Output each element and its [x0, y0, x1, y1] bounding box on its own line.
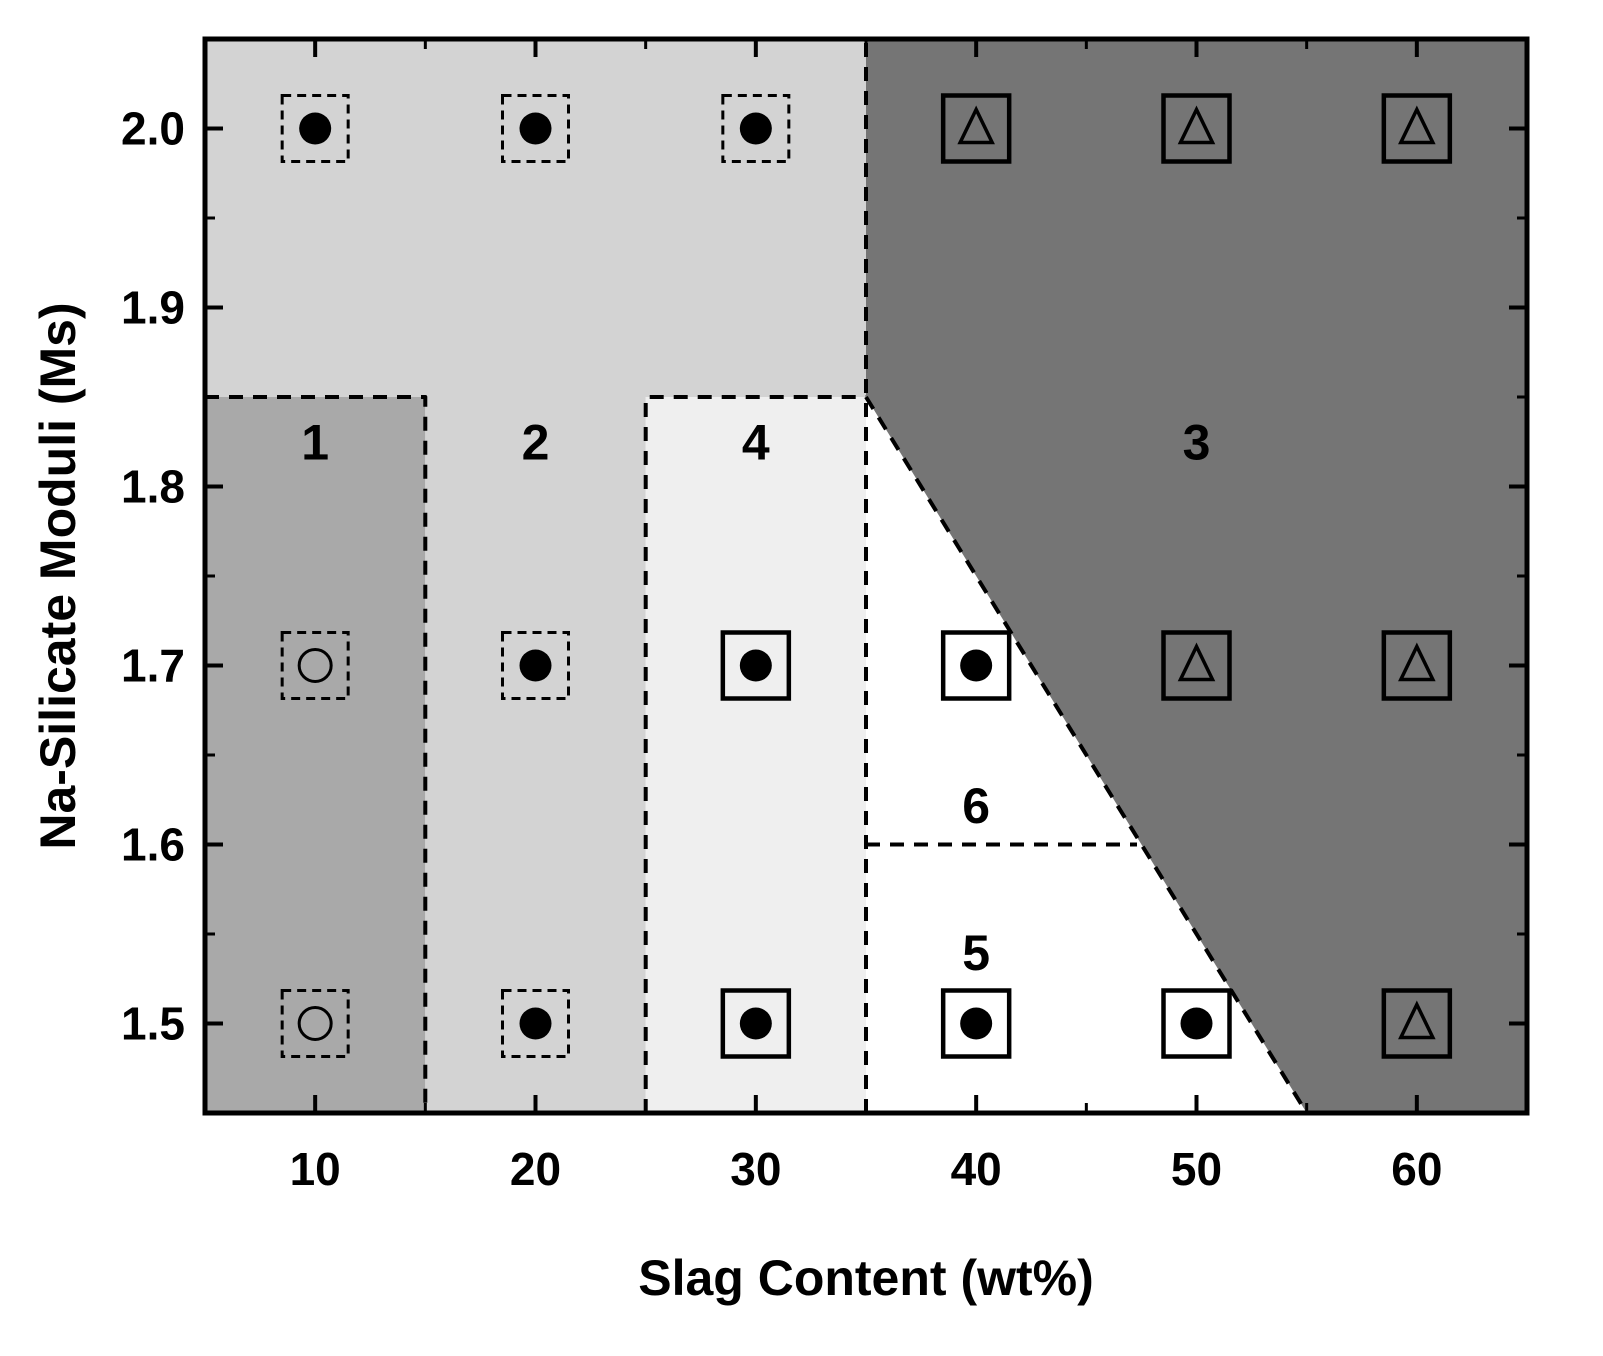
- y-tick-label: 1.8: [121, 461, 185, 513]
- data-point: [940, 630, 1012, 701]
- data-point: [721, 94, 791, 163]
- point-box-solid: [940, 988, 1012, 1059]
- region-1: [205, 397, 426, 1113]
- data-point: [280, 94, 350, 163]
- y-axis-title: Na-Silicate Moduli (Ms): [30, 302, 86, 849]
- x-tick-label: 30: [730, 1143, 781, 1195]
- y-tick-label: 1.7: [121, 640, 185, 692]
- triangle-marker: [1398, 105, 1436, 145]
- point-box-solid: [1161, 630, 1232, 701]
- point-box-solid: [720, 988, 792, 1059]
- filled-circle-marker: [739, 649, 772, 682]
- point-box-solid: [940, 630, 1012, 701]
- filled-circle-marker: [519, 112, 552, 145]
- data-point: [1381, 93, 1453, 164]
- y-tick-label: 1.5: [121, 998, 185, 1050]
- triangle-marker: [1177, 642, 1216, 682]
- point-box-dashed: [721, 94, 791, 163]
- boundaries-layer: [205, 39, 1309, 1115]
- region-label-2: 2: [522, 415, 550, 471]
- y-tick-label: 2.0: [121, 103, 185, 155]
- data-point: [501, 94, 570, 163]
- region-label-1: 1: [301, 415, 329, 471]
- regions-layer: [205, 39, 1527, 1113]
- data-point: [1161, 988, 1232, 1059]
- point-box-dashed: [280, 94, 350, 163]
- x-tick-label: 50: [1171, 1143, 1222, 1195]
- point-box-solid: [1381, 630, 1453, 701]
- x-tick-label: 10: [290, 1143, 341, 1195]
- data-point: [940, 988, 1012, 1059]
- triangle-marker: [1398, 1000, 1436, 1040]
- x-tick-label: 60: [1391, 1143, 1442, 1195]
- point-box-dashed: [501, 989, 570, 1058]
- points-layer: [280, 93, 1453, 1059]
- region-2: [205, 39, 866, 1113]
- region-5: [866, 844, 1307, 1113]
- point-box-solid: [1161, 93, 1232, 164]
- filled-circle-marker: [739, 112, 772, 145]
- data-point: [280, 989, 350, 1058]
- region-label-5: 5: [962, 925, 990, 981]
- data-point: [501, 631, 570, 700]
- data-point: [1381, 630, 1453, 701]
- point-box-solid: [1161, 988, 1232, 1059]
- region-3: [866, 39, 1527, 1113]
- triangle-marker: [1398, 642, 1436, 682]
- data-point: [940, 93, 1012, 164]
- point-box-dashed: [280, 989, 350, 1058]
- data-point: [1161, 630, 1232, 701]
- region-labels-layer: 1 2 3 4 5 6: [301, 415, 1210, 981]
- point-box-dashed: [501, 94, 570, 163]
- point-box-solid: [720, 630, 792, 701]
- point-box-solid: [940, 93, 1012, 164]
- data-point: [1381, 988, 1453, 1059]
- open-circle-marker: [297, 1006, 333, 1041]
- data-point: [720, 988, 792, 1059]
- region-label-3: 3: [1183, 415, 1211, 471]
- ticks-layer: 10 20 30 40 50 60 1.5 1.6 1.7 1.8 1.9 2.0: [121, 39, 1527, 1195]
- x-axis-title: Slag Content (wt%): [638, 1250, 1094, 1306]
- point-box-solid: [1381, 93, 1453, 164]
- filled-circle-marker: [519, 1007, 552, 1040]
- open-circle-marker: [297, 648, 333, 683]
- point-box-dashed: [501, 631, 570, 700]
- region-boundary-1: [205, 395, 428, 1113]
- filled-circle-marker: [739, 1007, 772, 1040]
- y-tick-label: 1.9: [121, 282, 185, 334]
- point-box-solid: [1381, 988, 1453, 1059]
- filled-circle-marker: [960, 649, 993, 682]
- region-label-6: 6: [962, 778, 990, 834]
- point-box-dashed: [280, 631, 350, 700]
- filled-circle-marker: [299, 112, 332, 145]
- data-point: [720, 630, 792, 701]
- x-tick-label: 20: [510, 1143, 561, 1195]
- region-4: [645, 397, 866, 1113]
- data-point: [1161, 93, 1232, 164]
- region-boundary-4: [864, 395, 1309, 1115]
- region-label-4: 4: [742, 415, 770, 471]
- data-point: [280, 631, 350, 700]
- y-tick-label: 1.6: [121, 819, 185, 871]
- filled-circle-marker: [519, 649, 552, 682]
- triangle-marker: [957, 105, 995, 145]
- x-tick-label: 40: [951, 1143, 1002, 1195]
- triangle-marker: [1177, 105, 1216, 145]
- filled-circle-marker: [960, 1007, 993, 1040]
- data-point: [501, 989, 570, 1058]
- filled-circle-marker: [1180, 1007, 1213, 1040]
